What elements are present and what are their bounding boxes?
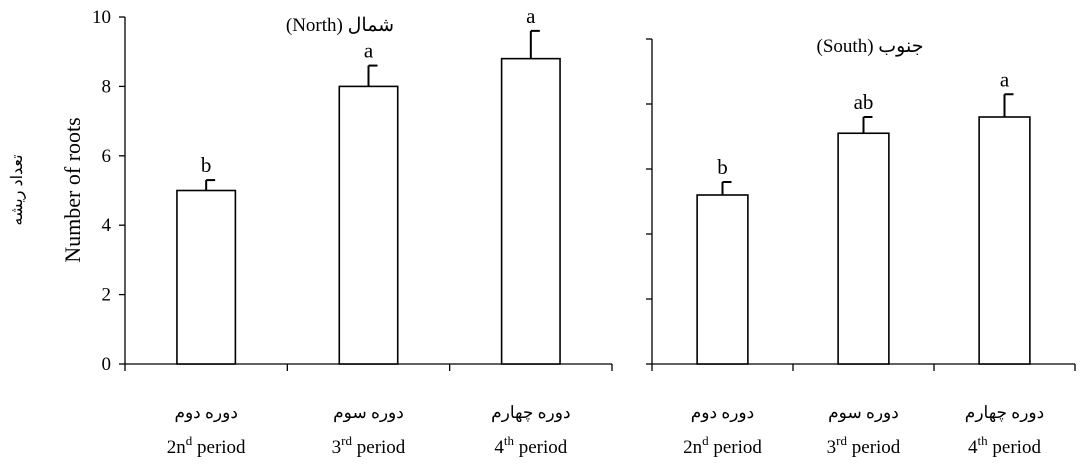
north-bar <box>176 189 237 365</box>
south-category-label: 3rd period <box>827 433 901 458</box>
north-category-label: 4th period <box>494 433 567 458</box>
north-significance-letter: a <box>364 39 374 63</box>
north-category-label-persian: دوره چهارم <box>491 403 570 423</box>
south-category-label: 4th period <box>968 433 1041 458</box>
north-panel: 0 2 4 6 8 10 b دوره دوم 2nd period a دوره سوم 3rd p… <box>92 4 613 458</box>
north-y-tick-label: 2 <box>102 285 112 306</box>
south-significance-letter: b <box>717 155 728 179</box>
south-panel: b دوره دوم 2nd period ab دوره سوم 3rd period a… <box>646 38 1076 458</box>
south-significance-letter: ab <box>854 90 874 114</box>
south-category-label-persian: دوره چهارم <box>965 403 1044 423</box>
south-bar <box>696 194 749 365</box>
y-axis-label: Number of roots <box>60 117 85 262</box>
north-category-label: 2nd period <box>167 433 246 458</box>
north-category-label: 3rd period <box>332 433 406 458</box>
south-bar <box>978 116 1031 365</box>
north-significance-letter: a <box>526 4 536 28</box>
north-category-label-persian: دوره سوم <box>333 403 404 423</box>
north-y-tick-label: 8 <box>102 76 112 97</box>
south-category-label-persian: دوره سوم <box>828 403 899 423</box>
south-bar <box>837 132 890 365</box>
north-y-tick-label: 6 <box>102 146 112 167</box>
south-panel-title: جنوب (South) <box>817 36 924 57</box>
north-bar <box>338 85 399 365</box>
south-category-label: 2nd period <box>683 433 762 458</box>
north-y-tick-label: 0 <box>102 354 112 375</box>
south-category-label-persian: دوره دوم <box>691 403 754 423</box>
north-y-tick-label: 4 <box>102 215 112 236</box>
y-axis-label-persian: تعداد ریشه <box>9 154 26 225</box>
north-bar <box>500 57 561 365</box>
north-y-tick-label: 10 <box>92 7 111 28</box>
south-significance-letter: a <box>1000 67 1010 91</box>
north-panel-title: شمال (North) <box>286 15 394 36</box>
north-significance-letter: b <box>201 153 212 177</box>
north-category-label-persian: دوره دوم <box>174 403 237 423</box>
